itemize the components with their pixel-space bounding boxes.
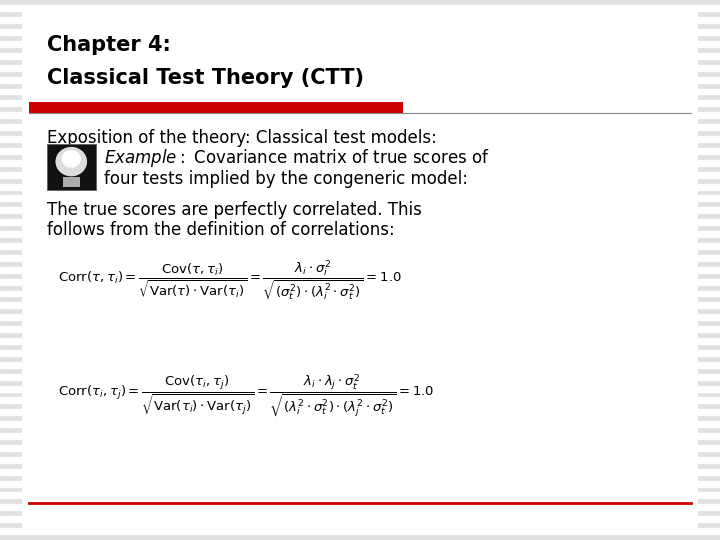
Bar (0, 504, 720, 510)
Bar (0, 195, 720, 201)
Bar (29, 102, 403, 113)
Bar (0, 457, 720, 463)
Bar (0, 53, 720, 59)
Bar (0, 267, 720, 273)
Bar (0, 243, 720, 249)
Bar (0, 397, 720, 403)
Bar (0, 302, 720, 308)
Ellipse shape (56, 147, 86, 176)
Text: Chapter 4:: Chapter 4: (47, 35, 171, 55)
Text: $\mathit{Example:}$ Covariance matrix of true scores of: $\mathit{Example:}$ Covariance matrix of… (104, 147, 490, 169)
Bar (0, 136, 720, 142)
Bar (0, 17, 720, 23)
Bar (0, 279, 720, 285)
Bar (0, 291, 720, 296)
Bar (0, 481, 720, 487)
Bar (63, 177, 80, 187)
Bar (0, 112, 720, 118)
Bar (0, 314, 720, 320)
Bar (0, 89, 720, 94)
Bar (0, 124, 720, 130)
Bar (0, 219, 720, 225)
Bar (0, 160, 720, 166)
Bar (0, 350, 720, 356)
Bar (0, 469, 720, 475)
Ellipse shape (63, 151, 81, 167)
Bar (0, 29, 720, 35)
Bar (0, 338, 720, 344)
Bar (0, 409, 720, 415)
Bar (0, 41, 720, 47)
Bar (0, 516, 720, 522)
Bar (0, 148, 720, 154)
Bar (0, 386, 720, 392)
Text: Exposition of the theory: Classical test models:: Exposition of the theory: Classical test… (47, 129, 436, 146)
Bar (0, 231, 720, 237)
Text: four tests implied by the congeneric model:: four tests implied by the congeneric mod… (104, 170, 469, 188)
Bar (0, 100, 720, 106)
Bar (0, 184, 720, 190)
Bar (0, 445, 720, 451)
Bar (0, 433, 720, 439)
Bar (0, 77, 720, 83)
Bar (0, 421, 720, 427)
Bar (0, 528, 720, 534)
Bar (0, 492, 720, 498)
Bar (0, 172, 720, 178)
Bar (0, 374, 720, 380)
Bar (47, 144, 96, 190)
Text: $\mathrm{Corr}(\tau, \tau_i) = \dfrac{\mathrm{Cov}(\tau, \tau_i)}{\sqrt{\mathrm{: $\mathrm{Corr}(\tau, \tau_i) = \dfrac{\m… (58, 259, 401, 303)
Text: The true scores are perfectly correlated. This: The true scores are perfectly correlated… (47, 201, 422, 219)
Bar (0, 65, 720, 71)
Bar (0, 326, 720, 332)
Text: Classical Test Theory (CTT): Classical Test Theory (CTT) (47, 68, 364, 87)
Bar (0, 5, 720, 11)
Text: $\mathrm{Corr}(\tau_i, \tau_j) = \dfrac{\mathrm{Cov}(\tau_i, \tau_j)}{\sqrt{\mat: $\mathrm{Corr}(\tau_i, \tau_j) = \dfrac{… (58, 373, 434, 420)
Text: follows from the definition of correlations:: follows from the definition of correlati… (47, 221, 395, 239)
Bar (0, 255, 720, 261)
Bar (0, 207, 720, 213)
Bar (0, 362, 720, 368)
